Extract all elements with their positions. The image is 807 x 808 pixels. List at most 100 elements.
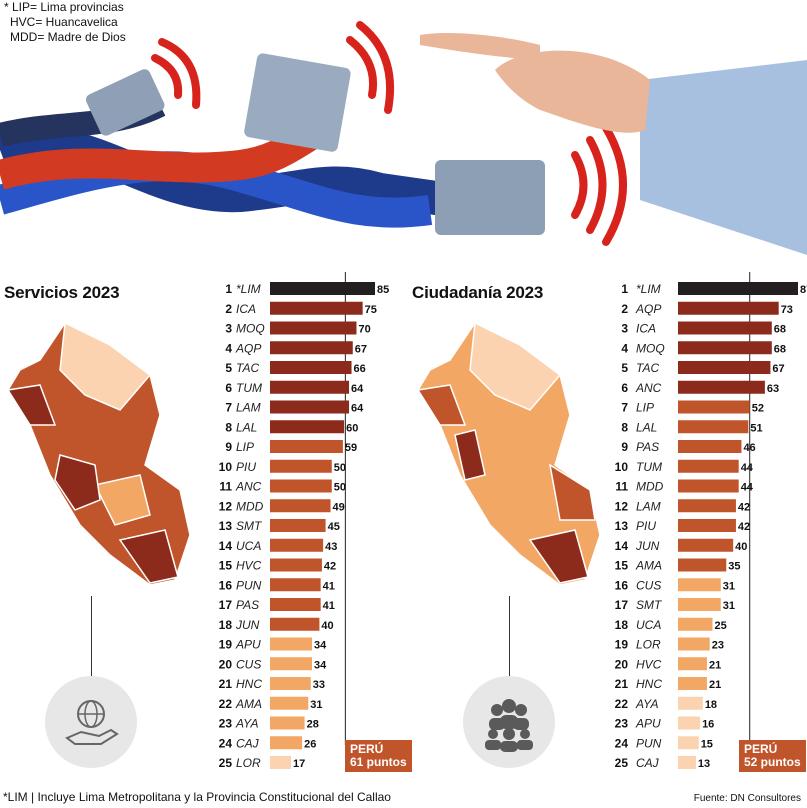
rank-label: 16 [615,578,629,592]
value-label: 31 [723,580,735,592]
region-label: CUS [236,657,261,671]
region-label: SMT [636,598,663,612]
rank-label: 14 [615,539,629,553]
bar [678,341,772,355]
abbreviation-legend: * LIP= Lima provincias HVC= Huancavelica… [4,0,126,45]
bar [270,578,321,592]
region-label: AYA [635,697,658,711]
connector-right [435,160,545,235]
region-label: HNC [236,677,262,691]
value-label: 13 [698,758,710,770]
rank-label: 21 [219,677,233,691]
divider-line [509,596,510,676]
value-label: 34 [314,640,327,652]
legend-line: * LIP= Lima provincias [4,0,124,14]
bar [678,657,707,671]
rank-label: 15 [219,559,233,573]
value-label: 23 [712,640,724,652]
source-credit: Fuente: DN Consultores [693,793,801,804]
rank-label: 20 [219,657,233,671]
blue-cable [0,126,453,217]
hero-illustration [0,21,807,255]
rank-label: 22 [615,697,629,711]
rank-label: 17 [615,598,629,612]
bar [678,282,798,295]
value-label: 68 [774,324,786,336]
value-label: 16 [702,719,714,731]
rank-label: 5 [225,361,232,375]
value-label: 15 [701,738,713,750]
rank-label: 17 [219,598,233,612]
bar [678,519,736,532]
rank-label: 23 [615,717,629,731]
bar [678,617,713,631]
map-region-northcoast [6,384,57,426]
bar [678,578,721,592]
region-label: MDD [636,480,664,494]
value-label: 18 [705,699,717,711]
region-label: LOR [236,756,261,770]
region-label: HNC [636,677,662,691]
rank-label: 6 [621,381,628,395]
connector-center [244,53,351,152]
pointing-finger [420,33,540,60]
value-label: 75 [365,304,377,316]
value-label: 49 [333,501,345,513]
rank-label: 5 [621,361,628,375]
rank-label: 15 [615,559,629,573]
bar [678,558,727,572]
map-shape [7,322,191,586]
region-label: SMT [236,519,263,533]
value-label: 60 [346,422,358,434]
value-label: 34 [314,659,327,671]
rank-label: 9 [621,440,628,454]
value-label: 52 [752,403,764,415]
legend-line: MDD= Madre de Dios [10,30,126,44]
region-label: PAS [236,598,259,612]
bar [678,479,739,493]
bar [270,637,312,651]
rank-label: 8 [225,420,232,434]
rank-label: 22 [219,697,233,711]
rank-label: 1 [621,282,628,296]
value-label: 45 [328,521,340,533]
value-label: 68 [774,343,786,355]
peru-label: PERÚ [744,742,778,756]
bar [678,459,739,473]
region-label: AQP [235,341,261,355]
bar [270,499,331,513]
rank-label: 11 [219,480,232,494]
region-label: HVC [236,559,262,573]
value-label: 44 [741,482,754,494]
rank-label: 20 [615,657,629,671]
region-label: LIP [636,401,654,415]
region-label: LAM [236,401,261,415]
rank-label: 13 [219,519,233,533]
bar [678,716,701,730]
region-label: LAM [636,499,661,513]
value-label: 42 [738,521,750,533]
rank-label: 2 [225,302,232,316]
value-label: 41 [323,600,335,612]
rank-label: 18 [615,618,629,632]
value-label: 46 [743,442,755,454]
bar [678,756,696,769]
rank-label: 13 [615,519,629,533]
bar [270,756,291,769]
peru-points: 61 puntos [350,755,407,769]
rank-label: 12 [219,499,233,513]
map-shape [417,322,601,586]
value-label: 31 [310,699,322,711]
map-region-coast [54,454,101,511]
region-label: APU [635,717,661,731]
region-label: ANC [235,480,262,494]
rank-label: 8 [621,420,628,434]
value-label: 50 [334,462,346,474]
region-label: MDD [236,499,264,513]
region-label: PAS [636,440,659,454]
rank-label: 7 [621,401,628,415]
bar [678,538,734,552]
map-region-east [548,463,596,521]
bar [678,321,772,335]
bar [270,598,321,611]
